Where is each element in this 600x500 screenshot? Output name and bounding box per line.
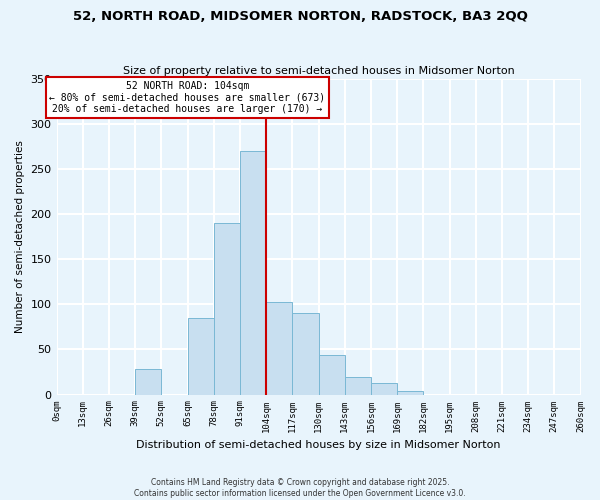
Bar: [292, 314, 319, 394]
Y-axis label: Number of semi-detached properties: Number of semi-detached properties: [15, 140, 25, 333]
Bar: [266, 302, 292, 394]
Bar: [319, 355, 345, 395]
Bar: [188, 318, 214, 394]
Bar: [240, 151, 266, 394]
Text: 52 NORTH ROAD: 104sqm
← 80% of semi-detached houses are smaller (673)
20% of sem: 52 NORTH ROAD: 104sqm ← 80% of semi-deta…: [49, 81, 326, 114]
Bar: [214, 224, 240, 394]
Bar: [345, 378, 371, 394]
Bar: [397, 391, 424, 394]
Title: Size of property relative to semi-detached houses in Midsomer Norton: Size of property relative to semi-detach…: [122, 66, 514, 76]
Bar: [371, 383, 397, 394]
Bar: [135, 370, 161, 394]
Text: Contains HM Land Registry data © Crown copyright and database right 2025.
Contai: Contains HM Land Registry data © Crown c…: [134, 478, 466, 498]
Text: 52, NORTH ROAD, MIDSOMER NORTON, RADSTOCK, BA3 2QQ: 52, NORTH ROAD, MIDSOMER NORTON, RADSTOC…: [73, 10, 527, 23]
X-axis label: Distribution of semi-detached houses by size in Midsomer Norton: Distribution of semi-detached houses by …: [136, 440, 501, 450]
